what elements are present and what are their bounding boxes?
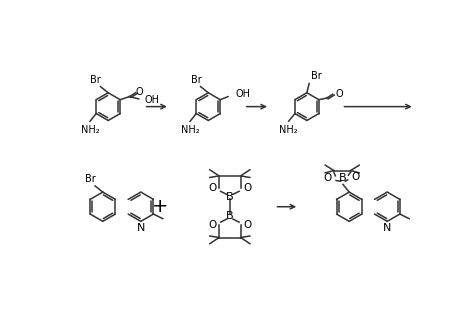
Text: NH₂: NH₂ [181, 125, 200, 135]
Text: O: O [209, 220, 217, 230]
Text: N: N [383, 223, 392, 233]
Text: B: B [226, 193, 234, 202]
Text: +: + [152, 197, 169, 216]
Text: O: O [336, 89, 343, 99]
Text: O: O [352, 173, 360, 183]
Text: OH: OH [145, 95, 160, 105]
Text: NH₂: NH₂ [279, 125, 298, 135]
Text: O: O [243, 220, 251, 230]
Text: B: B [339, 173, 347, 183]
Text: Br: Br [85, 174, 96, 184]
Text: Br: Br [310, 71, 321, 81]
Text: OH: OH [236, 89, 251, 99]
Text: O: O [209, 183, 217, 193]
Text: B: B [226, 211, 234, 221]
Text: Br: Br [191, 75, 201, 85]
Text: O: O [243, 183, 251, 193]
Text: O: O [323, 173, 331, 183]
Text: N: N [137, 223, 145, 233]
Text: NH₂: NH₂ [81, 125, 100, 135]
Text: O: O [136, 87, 143, 97]
Text: Br: Br [90, 75, 100, 85]
